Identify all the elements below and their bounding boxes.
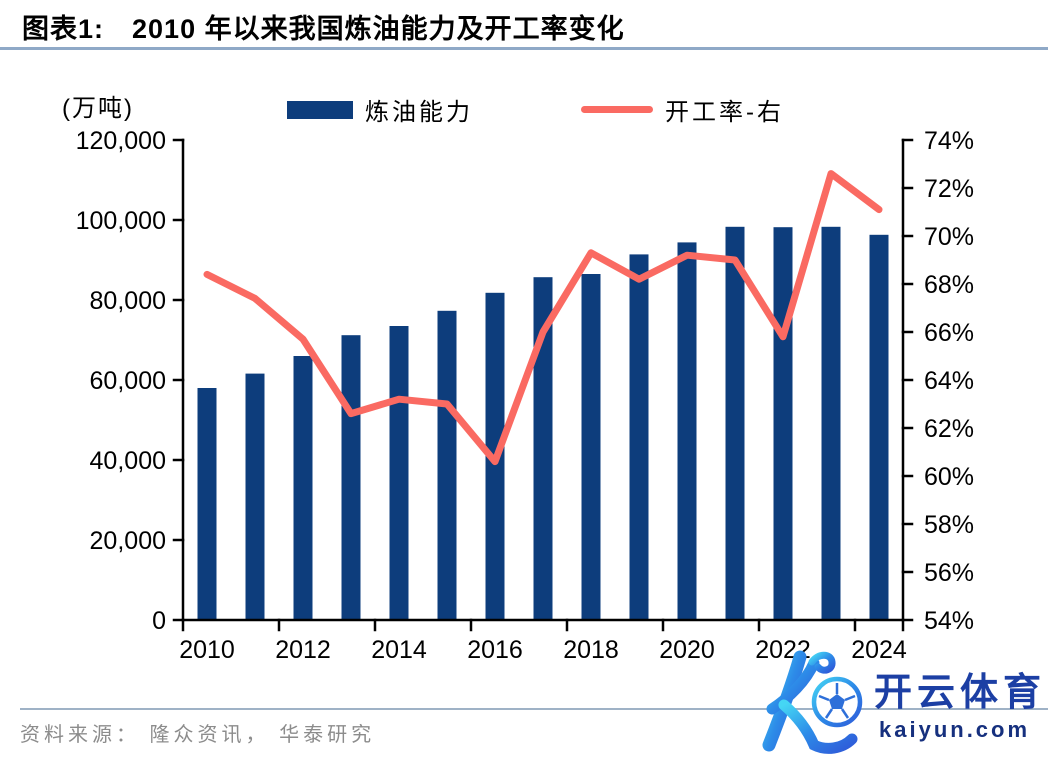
right-axis-tick-label: 60% bbox=[924, 463, 974, 491]
bar-2023 bbox=[821, 226, 841, 621]
right-axis-tick-label: 54% bbox=[924, 607, 974, 635]
bar-2015 bbox=[437, 310, 457, 620]
x-axis-label-2010: 2010 bbox=[179, 636, 235, 664]
bar-2017 bbox=[533, 277, 553, 620]
left-axis-tick-label: 100,000 bbox=[76, 207, 166, 235]
bar-2010 bbox=[197, 388, 217, 620]
x-axis-label-2020: 2020 bbox=[659, 636, 715, 664]
legend-line-label: 开工率-右 bbox=[665, 99, 784, 126]
bar-2020 bbox=[677, 242, 697, 620]
bar-2022 bbox=[773, 227, 793, 620]
left-axis-unit-label: (万吨) bbox=[62, 95, 134, 122]
source-divider bbox=[20, 708, 1048, 710]
title-underline bbox=[0, 47, 1048, 50]
left-axis-tick-label: 0 bbox=[152, 607, 166, 635]
right-axis-tick-label: 68% bbox=[924, 271, 974, 299]
figure-title: 2010 年以来我国炼油能力及开工率变化 bbox=[132, 14, 625, 44]
watermark-brand-text: 开云体育 bbox=[874, 672, 1046, 714]
legend-line-swatch bbox=[581, 106, 653, 113]
kaiyun-watermark: 开云体育 kaiyun.com bbox=[762, 650, 1046, 754]
right-axis-tick-label: 58% bbox=[924, 511, 974, 539]
left-axis-tick-label: 40,000 bbox=[90, 447, 166, 475]
bar-2018 bbox=[581, 274, 601, 620]
bar-2024 bbox=[869, 234, 889, 621]
x-axis-label-2014: 2014 bbox=[371, 636, 427, 664]
right-axis-tick-label: 72% bbox=[924, 175, 974, 203]
bar-2019 bbox=[629, 254, 649, 620]
right-axis-tick-label: 74% bbox=[924, 127, 974, 155]
left-axis-tick-label: 20,000 bbox=[90, 527, 166, 555]
left-axis-tick-label: 120,000 bbox=[76, 127, 166, 155]
legend-bar-swatch bbox=[287, 100, 353, 119]
x-axis-label-2024: 2024 bbox=[851, 636, 907, 664]
chart-legend: 炼油能力 开工率-右 bbox=[287, 92, 784, 127]
left-axis-tick-label: 80,000 bbox=[90, 287, 166, 315]
right-axis-tick-label: 66% bbox=[924, 319, 974, 347]
kaiyun-k-football-logo-icon bbox=[762, 650, 863, 754]
x-axis-label-2012: 2012 bbox=[275, 636, 331, 664]
bar-2012 bbox=[293, 356, 313, 620]
watermark-domain-text: kaiyun.com bbox=[879, 717, 1030, 742]
right-axis-tick-label: 62% bbox=[924, 415, 974, 443]
figure-header: 图表1: 2010 年以来我国炼油能力及开工率变化 bbox=[22, 7, 625, 46]
utilization-rate-line bbox=[203, 170, 883, 466]
x-axis-label-2018: 2018 bbox=[563, 636, 619, 664]
source-note: 资料来源： 隆众资讯， 华泰研究 bbox=[20, 724, 376, 746]
bar-2011 bbox=[245, 373, 265, 620]
bar-2013 bbox=[341, 335, 361, 620]
bar-2014 bbox=[389, 326, 409, 620]
bar-2021 bbox=[725, 226, 745, 621]
right-axis-tick-label: 70% bbox=[924, 223, 974, 251]
right-axis-tick-label: 64% bbox=[924, 367, 974, 395]
figure-number: 图表1: bbox=[22, 14, 105, 44]
left-axis-tick-label: 60,000 bbox=[90, 367, 166, 395]
right-axis-tick-label: 56% bbox=[924, 559, 974, 587]
x-axis-label-2016: 2016 bbox=[467, 636, 523, 664]
legend-bar-label: 炼油能力 bbox=[365, 99, 473, 126]
